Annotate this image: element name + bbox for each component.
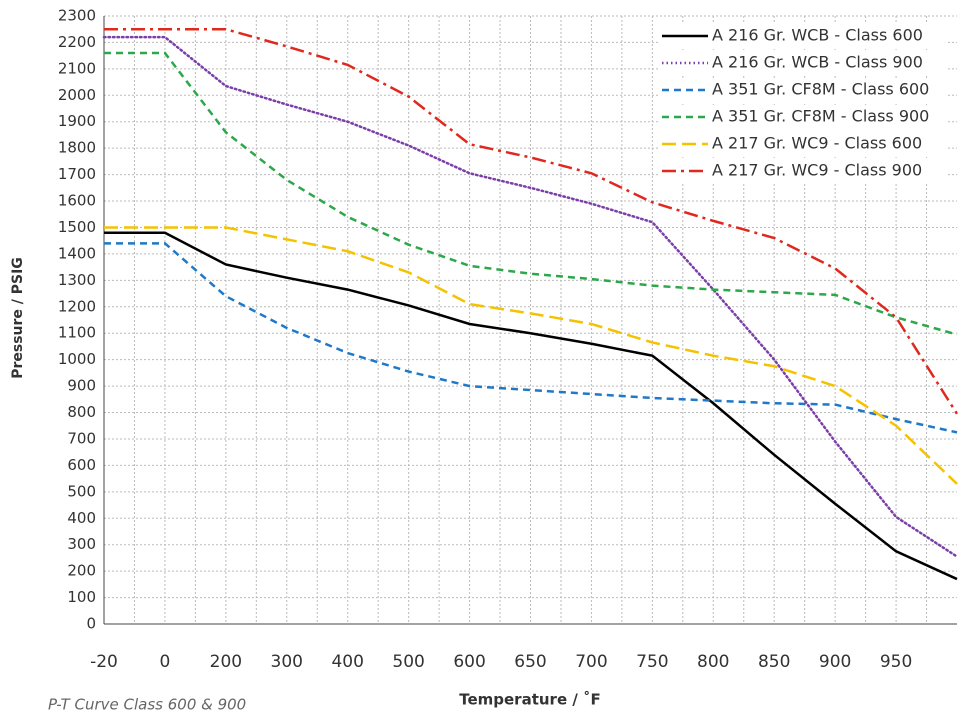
- x-tick-label: 750: [636, 652, 668, 672]
- y-tick-label: 1100: [58, 324, 96, 342]
- x-tick-label: 500: [392, 652, 424, 672]
- x-axis-label: Temperature / ˚F: [459, 691, 601, 709]
- y-tick-label: 0: [86, 615, 96, 633]
- x-tick-label: 950: [880, 652, 912, 672]
- legend-background: [658, 159, 948, 184]
- y-tick-label: 300: [67, 535, 96, 553]
- legend-label: A 351 Gr. CF8M - Class 900: [712, 107, 929, 126]
- legend-label: A 217 Gr. WC9 - Class 900: [712, 161, 922, 180]
- caption: P-T Curve Class 600 & 900: [48, 696, 246, 713]
- y-tick-label: 500: [67, 482, 96, 500]
- x-tick-label: 0: [160, 652, 171, 672]
- y-tick-label: 400: [67, 509, 96, 527]
- y-tick-label: 1600: [58, 192, 96, 210]
- legend-background: [658, 51, 948, 76]
- x-tick-label: 850: [758, 652, 790, 672]
- x-tick-label: 650: [514, 652, 546, 672]
- y-tick-label: 2200: [58, 33, 96, 51]
- y-tick-label: 1800: [58, 139, 96, 157]
- y-tick-label: 1700: [58, 165, 96, 183]
- legend-label: A 216 Gr. WCB - Class 600: [712, 26, 923, 45]
- x-tick-label: 600: [453, 652, 485, 672]
- y-tick-label: 600: [67, 456, 96, 474]
- y-tick-label: 200: [67, 562, 96, 580]
- x-tick-label: -20: [90, 652, 118, 672]
- series-line: [104, 226, 958, 485]
- x-tick-label: 800: [697, 652, 729, 672]
- y-tick-label: 2000: [58, 86, 96, 104]
- series-line: [104, 27, 959, 415]
- y-tick-label: 1500: [58, 218, 96, 236]
- series-line: [104, 242, 958, 434]
- y-tick-label: 700: [67, 429, 96, 447]
- x-tick-label: 700: [575, 652, 607, 672]
- y-tick-label: 2100: [58, 59, 96, 77]
- x-tick-label: 300: [271, 652, 303, 672]
- y-tick-label: 100: [67, 588, 96, 606]
- y-tick-label: 1200: [58, 297, 96, 315]
- legend-background: [658, 105, 948, 130]
- y-tick-label: 900: [67, 377, 96, 395]
- series-line: [102, 35, 959, 558]
- y-axis-label: Pressure / PSIG: [10, 257, 26, 379]
- y-tick-label: 800: [67, 403, 96, 421]
- y-tick-label: 2300: [58, 7, 96, 25]
- x-tick-label: 900: [819, 652, 851, 672]
- y-tick-label: 1900: [58, 112, 96, 130]
- legend-label: A 217 Gr. WC9 - Class 600: [712, 134, 922, 153]
- legend-label: A 351 Gr. CF8M - Class 600: [712, 80, 929, 99]
- y-tick-label: 1400: [58, 244, 96, 262]
- series-line: [104, 231, 958, 581]
- legend-background: [658, 78, 948, 103]
- series-line: [104, 51, 958, 336]
- x-tick-label: 200: [210, 652, 242, 672]
- x-tick-label: 400: [331, 652, 363, 672]
- y-tick-label: 1000: [58, 350, 96, 368]
- y-tick-label: 1300: [58, 271, 96, 289]
- legend-label: A 216 Gr. WCB - Class 900: [712, 53, 923, 72]
